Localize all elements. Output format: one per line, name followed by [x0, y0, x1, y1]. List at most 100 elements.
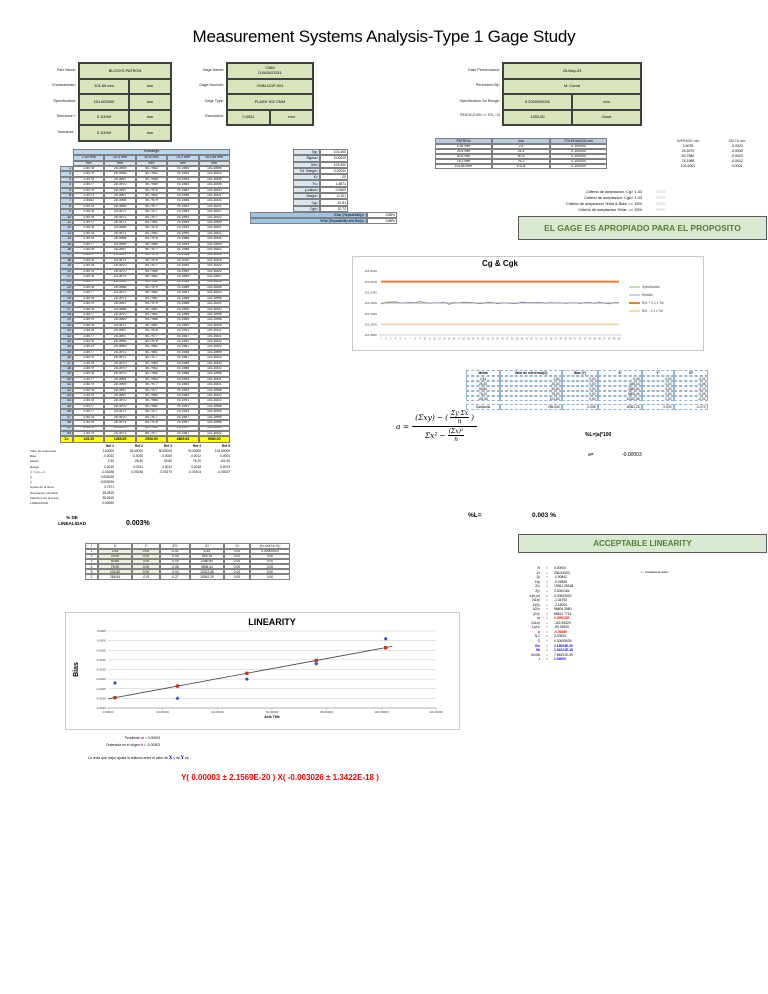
readings-cell[interactable]: 50.7982	[135, 311, 168, 318]
readings-cell[interactable]: 76.1987	[167, 430, 199, 437]
readings-cell[interactable]: 101.6002	[198, 398, 230, 404]
readings-cell[interactable]: 50.7985	[135, 176, 168, 183]
characteristic-unit[interactable]: mm	[129, 78, 171, 94]
readings-cell[interactable]: 76.1994	[167, 214, 199, 221]
readings-cell[interactable]: 2.5077	[73, 409, 105, 415]
readings-cell[interactable]: 50.7979	[135, 198, 168, 204]
readings-cell[interactable]: 50.7982	[135, 366, 168, 372]
readings-cell[interactable]: 101.5999	[198, 349, 230, 356]
readings-cell[interactable]: 2.5079	[73, 317, 105, 323]
readings-cell[interactable]: 25.3968	[104, 306, 136, 312]
readings-cell[interactable]: 76.1984	[167, 382, 199, 388]
readings-cell[interactable]: 101.6002	[198, 268, 230, 275]
readings-cell[interactable]: 50.7979	[135, 284, 168, 291]
readings-cell[interactable]: 76.1987	[167, 414, 199, 421]
readings-cell[interactable]: 50.7977	[135, 203, 168, 210]
gage-type-field[interactable]: FLASH 302 CMM	[227, 94, 313, 110]
readings-cell[interactable]: 101.5999	[198, 220, 230, 226]
readings-cell[interactable]: 101.6002	[198, 328, 230, 334]
readings-cell[interactable]: 25.3969	[104, 382, 136, 388]
patron-tolerance-cell[interactable]: 0.100000	[550, 148, 607, 154]
readings-cell[interactable]: 2.5077	[73, 290, 105, 296]
readings-cell[interactable]: 25.3972	[104, 209, 136, 215]
readings-cell[interactable]: 76.1994	[167, 220, 199, 226]
readings-cell[interactable]: 101.5998	[198, 311, 230, 318]
readings-cell[interactable]: 50.7977	[135, 430, 168, 437]
readings-cell[interactable]: 50.7976	[135, 420, 168, 426]
readings-cell[interactable]: 50.7976	[135, 187, 168, 194]
readings-cell[interactable]: 25.3974	[104, 420, 136, 426]
patron-name-cell[interactable]: 2.54 mm	[435, 143, 492, 149]
readings-cell[interactable]: 50.7980	[135, 371, 168, 377]
readings-cell[interactable]: 2.5077	[73, 333, 105, 339]
readings-cell[interactable]: 101.5998	[198, 403, 230, 410]
patron-tolerance-cell[interactable]: 0.100000	[550, 143, 607, 149]
readings-cell[interactable]: 25.3969	[104, 241, 136, 248]
readings-cell[interactable]: 101.6001	[198, 230, 230, 237]
resolution-unit[interactable]: mm	[270, 109, 313, 125]
readings-cell[interactable]: 2.5077	[73, 279, 105, 285]
readings-cell[interactable]: 25.3969	[104, 166, 136, 172]
readings-cell[interactable]: 101.6002	[198, 355, 230, 361]
readings-cell[interactable]: 25.3971	[104, 220, 136, 226]
readings-cell[interactable]: 50.7981	[135, 279, 168, 285]
readings-cell[interactable]: 76.1988	[167, 247, 199, 253]
readings-cell[interactable]: 101.6000	[198, 187, 230, 194]
readings-cell[interactable]: 76.1985	[167, 393, 199, 399]
readings-cell[interactable]: 76.1985	[167, 360, 199, 367]
readings-cell[interactable]: 25.3972	[104, 355, 136, 361]
readings-cell[interactable]: 76.1996	[167, 193, 199, 199]
readings-cell[interactable]: 25.3964	[104, 376, 136, 383]
readings-cell[interactable]: 76.1991	[167, 403, 199, 410]
resolution-check-value[interactable]: 1000.00	[503, 109, 572, 125]
readings-cell[interactable]: 76.1988	[167, 252, 199, 258]
readings-cell[interactable]: 50.7976	[135, 328, 168, 334]
readings-cell[interactable]: 2.5078	[73, 306, 105, 312]
readings-cell[interactable]: 101.6004	[198, 236, 230, 242]
readings-cell[interactable]: 25.3970	[104, 398, 136, 404]
readings-cell[interactable]: 101.6001	[198, 225, 230, 231]
tolerance-minus-field[interactable]: 0.10000	[79, 125, 129, 141]
readings-cell[interactable]: 76.1994	[167, 171, 199, 177]
readings-cell[interactable]: 101.6003	[198, 198, 230, 204]
readings-cell[interactable]: 101.6001	[198, 376, 230, 383]
performed-by-field[interactable]: M. Corral	[503, 78, 641, 94]
readings-cell[interactable]: 76.1989	[167, 274, 199, 280]
readings-cell[interactable]: 50.7981	[135, 322, 168, 329]
readings-cell[interactable]: 2.5078	[73, 284, 105, 291]
readings-cell[interactable]: 2.5078	[73, 236, 105, 242]
readings-cell[interactable]: 25.3973	[104, 274, 136, 280]
readings-cell[interactable]: 76.1988	[167, 349, 199, 356]
readings-cell[interactable]: 25.3967	[104, 387, 136, 394]
readings-cell[interactable]: 2.5077	[73, 311, 105, 318]
readings-cell[interactable]: 25.3971	[104, 430, 136, 437]
patron-nominal-cell[interactable]: 101.6	[492, 163, 550, 169]
readings-cell[interactable]: 2.5083	[73, 198, 105, 204]
readings-cell[interactable]: 101.5993	[198, 241, 230, 248]
readings-cell[interactable]: 76.1990	[167, 263, 199, 269]
readings-cell[interactable]: 2.5078	[73, 322, 105, 329]
tolerance-plus-unit[interactable]: mm	[129, 109, 171, 125]
readings-cell[interactable]: 76.1990	[167, 230, 199, 237]
readings-cell[interactable]: 50.7980	[135, 182, 168, 188]
readings-cell[interactable]: 50.7983	[135, 376, 168, 383]
readings-cell[interactable]: 25.3965	[104, 339, 136, 345]
readings-cell[interactable]: 101.6001	[198, 301, 230, 307]
readings-cell[interactable]: 101.6003	[198, 263, 230, 269]
readings-cell[interactable]: 25.3967	[104, 187, 136, 194]
readings-cell[interactable]: 50.7980	[135, 268, 168, 275]
readings-cell[interactable]: 50.7981	[135, 349, 168, 356]
readings-cell[interactable]: 25.3970	[104, 311, 136, 318]
readings-cell[interactable]: 25.3967	[104, 301, 136, 307]
readings-cell[interactable]: 25.3969	[104, 317, 136, 323]
readings-cell[interactable]: 76.1988	[167, 236, 199, 242]
resolution-field[interactable]: 0.0001	[227, 109, 270, 125]
readings-cell[interactable]: 25.3972	[104, 290, 136, 296]
patron-nominal-cell[interactable]: 50.8	[492, 153, 550, 159]
readings-cell[interactable]: 101.6004	[198, 257, 230, 264]
readings-cell[interactable]: 101.6000	[198, 252, 230, 258]
specification-unit[interactable]: mm	[129, 94, 171, 110]
readings-cell[interactable]: 2.5073	[73, 193, 105, 199]
readings-cell[interactable]: 2.5078	[73, 257, 105, 264]
readings-cell[interactable]: 76.1991	[167, 290, 199, 296]
